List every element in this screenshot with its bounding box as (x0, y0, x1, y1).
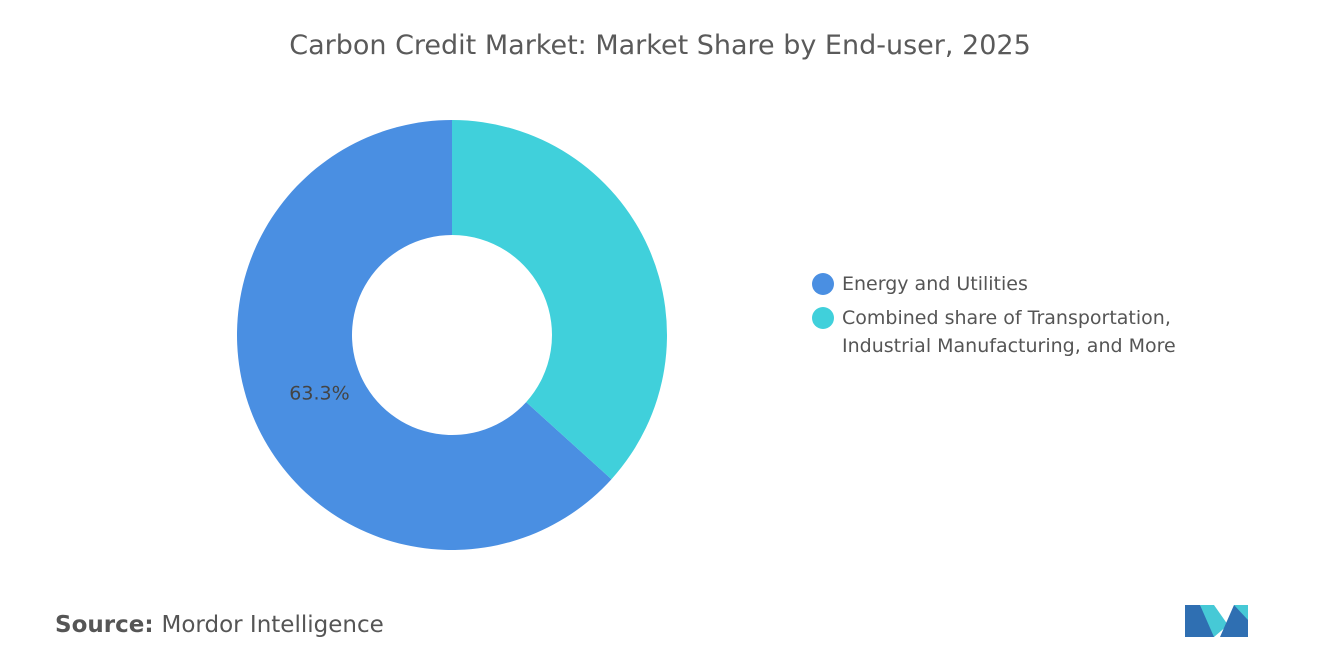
logo (1185, 605, 1248, 637)
source-name: Mordor Intelligence (161, 612, 384, 638)
source-label: Source: (55, 612, 154, 638)
legend-item: Energy and Utilities (812, 270, 1232, 298)
chart-title: Carbon Credit Market: Market Share by En… (289, 30, 1031, 61)
legend-swatch (812, 273, 834, 295)
legend-label: Combined share of Transportation, Indust… (842, 307, 1176, 357)
source: Source: Mordor Intelligence (55, 612, 384, 638)
legend-swatch (812, 307, 834, 329)
legend-item: Combined share of Transportation, Indust… (812, 304, 1232, 360)
donut-slice (452, 120, 667, 480)
value-label: 63.3% (289, 382, 349, 404)
legend-label: Energy and Utilities (842, 273, 1028, 295)
donut-slice (236, 120, 612, 550)
legend: Energy and Utilities Combined share of Tr… (812, 270, 1232, 366)
